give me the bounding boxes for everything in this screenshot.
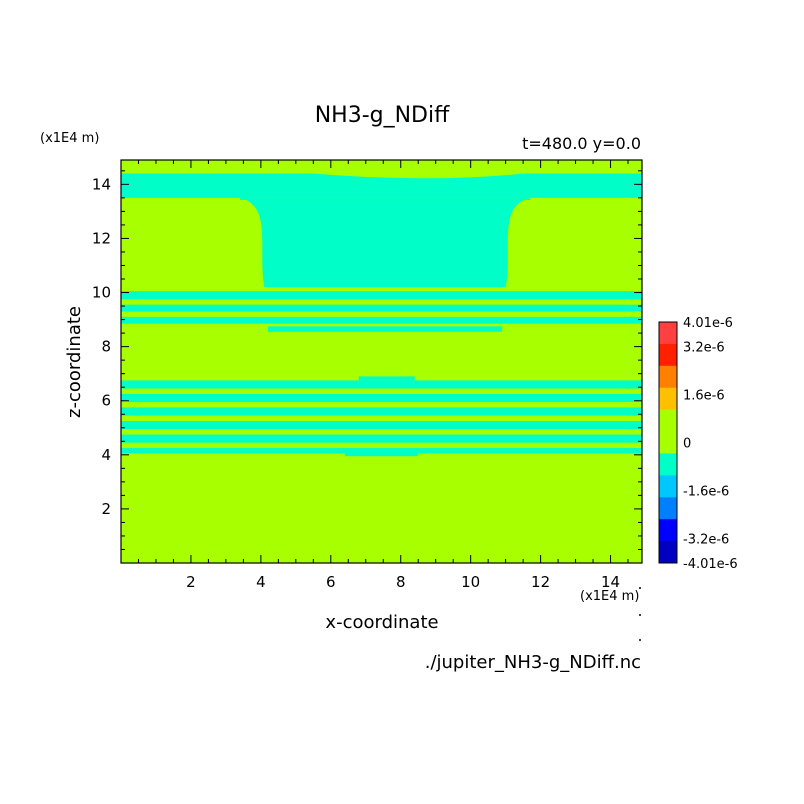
x-tick-label: 2 (186, 573, 196, 591)
y-axis-unit: (x1E4 m) (40, 131, 99, 146)
x-tick-label: 12 (531, 573, 550, 591)
colorbar-label: 1.6e-6 (683, 388, 725, 403)
plot-frame (120, 159, 643, 564)
contour-region-dome-edge (239, 197, 531, 200)
plot-area: 2 4 6 8 10 12 14 2 4 6 8 10 12 14 (92, 159, 643, 591)
colorbar-label: 0 (683, 437, 691, 452)
y-tick-label: 6 (101, 392, 111, 410)
contour-region-band (121, 304, 642, 312)
contour-region-band (121, 393, 642, 403)
contour-region-band (121, 434, 642, 443)
x-tick-label: 10 (461, 573, 480, 591)
y-tick-label: 10 (92, 284, 111, 302)
contour-region-band (121, 421, 642, 430)
colorbar-segment (659, 343, 677, 367)
colorbar-segment (659, 322, 677, 345)
colorbar-label: 3.2e-6 (683, 340, 725, 355)
marker-dot (639, 587, 641, 589)
colorbar-segment (659, 365, 677, 389)
contour-region-band (121, 316, 642, 324)
marker-dot (639, 614, 641, 616)
chart-subtitle: t=480.0 y=0.0 (522, 134, 641, 153)
contour-region-band (121, 173, 642, 198)
contour-top-band (121, 160, 642, 174)
colorbar-segment (659, 541, 677, 564)
x-tick-label: 14 (601, 573, 620, 591)
y-tick-label: 4 (101, 446, 111, 464)
colorbar-label: -1.6e-6 (683, 485, 729, 500)
colorbar-segment (659, 453, 677, 476)
y-tick-label: 8 (101, 338, 111, 356)
colorbar-label: -3.2e-6 (683, 533, 729, 548)
colorbar: 4.01e-6 3.2e-6 1.6e-6 0 -1.6e-6 -3.2e-6 -4.01e… (658, 316, 738, 572)
y-tick-label: 12 (92, 229, 111, 247)
y-tick-label: 2 (101, 500, 111, 518)
x-axis-label: x-coordinate (325, 612, 438, 633)
colorbar-frame (658, 321, 678, 564)
contour-region-band (121, 291, 642, 300)
colorbar-segment (659, 497, 677, 520)
colorbar-segment (659, 387, 677, 411)
contour-top-arch (313, 173, 524, 179)
contour-region-band (121, 407, 642, 416)
colorbar-segment (659, 519, 677, 542)
contour-region-band (121, 380, 642, 389)
y-tick-label: 14 (92, 175, 111, 193)
colorbar-segment (659, 475, 677, 498)
colorbar-label: 4.01e-6 (683, 316, 733, 331)
contour-region-dome (239, 197, 531, 288)
x-tick-label: 6 (326, 573, 336, 591)
contour-region-band (267, 326, 503, 332)
y-axis-label: z-coordinate (64, 306, 85, 418)
colorbar-segment (659, 431, 677, 454)
marker-dot (639, 639, 641, 641)
colorbar-segment (659, 409, 677, 433)
x-axis-unit: (x1E4 m) (580, 589, 639, 604)
contour-region-band (121, 448, 642, 454)
chart-title: NH3-g_NDiff (315, 103, 450, 128)
colorbar-label: -4.01e-6 (683, 557, 738, 572)
x-tick-label: 8 (396, 573, 406, 591)
contour-region-band (344, 453, 419, 457)
x-tick-label: 4 (256, 573, 266, 591)
source-file-label: ./jupiter_NH3-g_NDiff.nc (425, 652, 641, 673)
contour-region-band (358, 376, 415, 381)
